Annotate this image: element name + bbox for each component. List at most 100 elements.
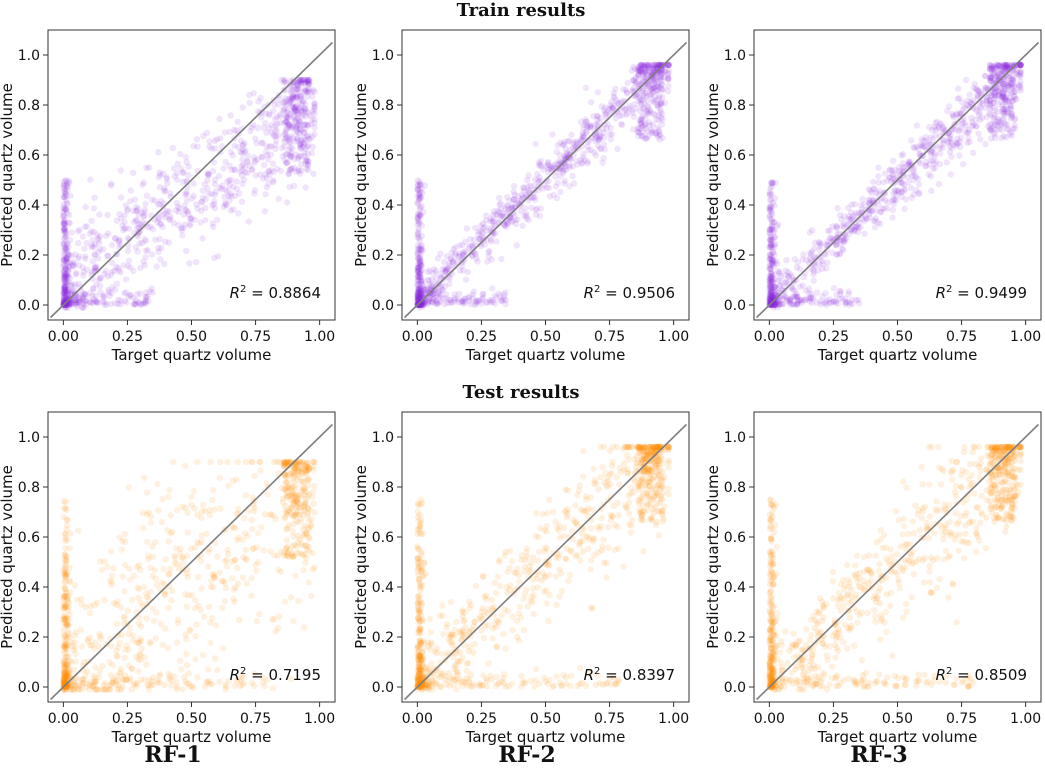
scatter-point	[179, 686, 186, 693]
scatter-point	[179, 554, 186, 561]
scatter-point	[292, 465, 299, 472]
scatter-point	[69, 262, 76, 269]
scatter-point	[768, 288, 775, 295]
scatter-point	[62, 273, 69, 280]
scatter-point	[211, 204, 219, 212]
scatter-point	[587, 122, 594, 129]
scatter-point	[649, 82, 657, 89]
scatter-point	[807, 294, 814, 301]
x-tick-label: 0.00	[754, 329, 785, 345]
scatter-point	[416, 237, 423, 244]
scatter-point	[233, 476, 240, 483]
scatter-point	[242, 169, 249, 176]
scatter-point	[284, 549, 291, 556]
scatter-point	[79, 264, 86, 271]
scatter-point	[615, 512, 622, 519]
scatter-point	[180, 168, 187, 176]
scatter-point	[839, 295, 846, 302]
scatter-point	[659, 86, 667, 93]
scatter-point	[415, 281, 423, 288]
scatter-point	[198, 199, 205, 206]
scatter-point	[535, 162, 543, 169]
scatter-point	[192, 656, 199, 663]
scatter-point	[194, 573, 202, 581]
scatter-point	[767, 295, 774, 302]
scatter-point	[416, 245, 423, 253]
scatter-point	[834, 250, 841, 258]
scatter-point	[139, 218, 146, 226]
scatter-point	[96, 558, 104, 565]
scatter-point	[768, 241, 775, 249]
scatter-point	[661, 99, 669, 107]
scatter-point	[494, 212, 501, 219]
scatter-point	[651, 61, 658, 69]
scatter-point	[902, 196, 910, 203]
scatter-point	[141, 262, 148, 269]
scatter-point	[163, 175, 170, 183]
scatter-point	[993, 126, 1000, 133]
scatter-point	[780, 282, 787, 290]
scatter-point	[1003, 63, 1010, 70]
scatter-point	[516, 603, 523, 610]
scatter-point	[300, 479, 307, 486]
scatter-point	[540, 166, 547, 173]
scatter-point	[451, 291, 458, 298]
scatter-point	[191, 544, 198, 551]
scatter-point	[282, 126, 290, 133]
scatter-point	[127, 576, 134, 583]
scatter-point	[766, 191, 774, 198]
scatter-point	[186, 222, 194, 229]
scatter-point	[60, 181, 68, 189]
scatter-point	[785, 273, 792, 280]
scatter-point	[665, 446, 672, 453]
scatter-point	[93, 686, 100, 693]
scatter-point	[635, 66, 642, 73]
scatter-point	[956, 138, 964, 145]
scatter-point	[786, 296, 793, 303]
scatter-point	[177, 550, 184, 557]
scatter-point	[289, 552, 296, 559]
scatter-point	[283, 544, 291, 552]
scatter-point	[793, 301, 801, 308]
scatter-point	[580, 131, 587, 138]
scatter-point	[484, 258, 491, 265]
scatter-point	[939, 137, 947, 144]
scatter-point	[134, 248, 141, 255]
scatter-point	[295, 111, 302, 118]
scatter-point	[1009, 98, 1016, 105]
column-label-rf-3: RF-3	[850, 742, 907, 768]
scatter-point	[287, 95, 294, 102]
scatter-point	[451, 632, 458, 639]
scatter-point	[991, 68, 998, 75]
scatter-point	[293, 94, 300, 101]
scatter-point	[137, 599, 145, 607]
scatter-point	[239, 161, 247, 169]
scatter-point	[129, 632, 137, 639]
scatter-point	[641, 121, 649, 128]
scatter-point	[302, 460, 309, 467]
scatter-point	[248, 575, 255, 582]
scatter-point	[223, 556, 230, 564]
scatter-point	[226, 182, 233, 189]
scatter-point	[303, 488, 310, 495]
scatter-point	[62, 669, 70, 677]
scatter-point	[841, 236, 849, 244]
scatter-point	[149, 674, 157, 681]
scatter-point	[295, 121, 303, 128]
scatter-point	[662, 68, 669, 75]
scatter-point	[771, 301, 779, 309]
scatter-point	[292, 168, 299, 175]
scatter-point	[793, 276, 800, 284]
scatter-point	[419, 303, 426, 310]
scatter-point	[311, 131, 318, 138]
scatter-point	[999, 109, 1006, 116]
scatter-point	[295, 459, 302, 466]
scatter-point	[98, 566, 106, 574]
scatter-point	[417, 259, 424, 266]
scatter-point	[549, 164, 557, 172]
scatter-point	[432, 300, 439, 307]
scatter-point	[219, 645, 227, 652]
scatter-point	[1002, 98, 1009, 105]
scatter-point	[239, 156, 246, 163]
scatter-point	[142, 299, 149, 306]
